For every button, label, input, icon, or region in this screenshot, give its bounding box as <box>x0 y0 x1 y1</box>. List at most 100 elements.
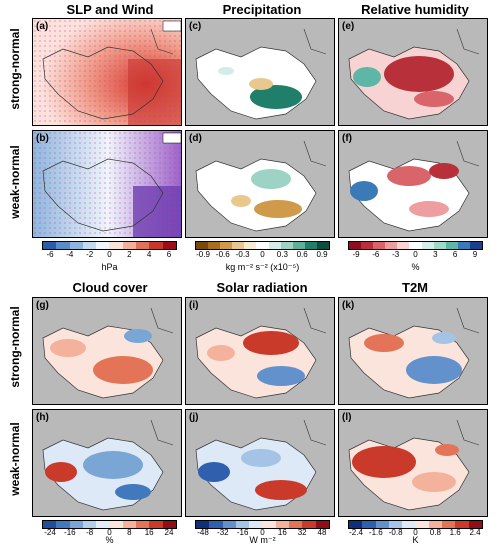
colorbar-segment <box>349 521 363 528</box>
colorbar-tick-label: 0 <box>413 528 418 537</box>
panel-f-rh-weak: (f) <box>338 130 488 238</box>
colorbar-segment <box>262 521 276 528</box>
colorbar-segment <box>162 242 176 249</box>
colorbar-cloud-ticks: -24 -16 -8 0 8 16 24 <box>42 528 177 540</box>
colorbar-tick-label: -4 <box>66 250 74 259</box>
colorbar-tick-label: 48 <box>317 528 327 537</box>
colorbar-segment <box>373 242 386 249</box>
row-label-weak-bottom: weak-normal <box>8 422 22 496</box>
colorbar-segment <box>96 521 110 528</box>
map-slp-strong <box>33 19 181 125</box>
colorbar-segment <box>316 242 330 249</box>
colorbar-segment <box>442 521 456 528</box>
colorbar-tick-label: 3 <box>433 250 438 259</box>
colorbar-segment <box>275 521 290 528</box>
colorbar-tick-label: 9 <box>472 250 478 259</box>
map-cloud-weak <box>42 419 174 511</box>
panel-b-slp-weak: (b) <box>32 130 182 238</box>
colorbar-tick-label: 2.4 <box>469 528 481 537</box>
colorbar-tick-label: -8 <box>86 528 94 537</box>
colorbar-tick-label: 0.9 <box>316 250 328 259</box>
colorbar-tick-label: 0 <box>107 250 112 259</box>
colorbar-t2m-unit: K <box>412 535 419 545</box>
colorbar-segment <box>415 521 429 528</box>
colorbar-segment <box>249 521 263 528</box>
colorbar-tick-label: -48 <box>197 528 209 537</box>
colorbar-rh <box>348 241 483 250</box>
column-title-cloud-cover: Cloud cover <box>72 280 148 295</box>
colorbar-tick-label: 4 <box>146 250 152 259</box>
colorbar-segment <box>109 521 123 528</box>
panel-label: (g) <box>36 300 49 311</box>
colorbar-precip-ticks: -0.9 -0.6 -0.3 0 0.3 0.6 0.9 <box>195 250 330 262</box>
colorbar-t2m <box>348 520 483 529</box>
colorbar-cloud-unit: % <box>105 535 114 545</box>
panel-label: (f) <box>342 133 352 144</box>
map-precip-weak <box>195 140 327 232</box>
colorbar-solar <box>195 520 330 529</box>
colorbar-solar-ticks: -48 -32 -16 0 16 32 48 <box>195 528 330 540</box>
column-title-relative-humidity: Relative humidity <box>361 2 469 17</box>
colorbar-tick-label: 0 <box>413 250 418 259</box>
panel-label: (b) <box>36 133 49 144</box>
colorbar-solar-unit: W m⁻² <box>249 535 276 545</box>
panel-l-t2m-weak: (l) <box>338 409 488 517</box>
colorbar-segment <box>385 242 398 249</box>
map-t2m-weak <box>348 419 480 511</box>
colorbar-segment <box>136 242 150 249</box>
colorbar-segment <box>421 242 434 249</box>
colorbar-tick-label: 0 <box>260 528 265 537</box>
colorbar-tick-label: -1.6 <box>368 528 383 537</box>
colorbar-tick-label: -0.6 <box>215 250 230 259</box>
panel-label: (i) <box>189 300 199 311</box>
colorbar-segment <box>433 242 446 249</box>
colorbar-segment <box>469 242 483 249</box>
map-rh-strong <box>348 28 480 120</box>
colorbar-t2m-ticks: -2.4 -1.6 -0.8 0 0.8 1.6 2.4 <box>348 528 483 540</box>
colorbar-segment <box>96 242 110 249</box>
colorbar-segment <box>388 521 403 528</box>
colorbar-segment <box>69 521 83 528</box>
colorbar-segment <box>235 521 250 528</box>
map-solar-strong <box>195 307 327 399</box>
colorbar-tick-label: 0.3 <box>276 250 288 259</box>
colorbar-segment <box>244 242 257 249</box>
colorbar-segment <box>268 242 281 249</box>
panel-label: (e) <box>342 21 355 32</box>
colorbar-tick-label: -32 <box>217 528 229 537</box>
colorbar-tick-label: -9 <box>352 250 360 259</box>
colorbar-segment <box>82 521 97 528</box>
panel-d-precip-weak: (d) <box>185 130 335 238</box>
colorbar-tick-label: -0.3 <box>235 250 250 259</box>
map-t2m-strong <box>348 307 480 399</box>
colorbar-tick-label: -6 <box>372 250 380 259</box>
colorbar-tick-label: -16 <box>236 528 249 537</box>
panel-a-slp-strong: (a) <box>32 18 182 126</box>
panel-label: (d) <box>189 133 202 144</box>
colorbar-segment <box>304 242 317 249</box>
colorbar-tick-label: -3 <box>392 250 400 259</box>
colorbar-segment <box>69 242 83 249</box>
colorbar-tick-label: 0 <box>107 528 112 537</box>
colorbar-segment <box>232 242 245 249</box>
panel-c-precip-strong: (c) <box>185 18 335 126</box>
colorbar-segment <box>196 242 209 249</box>
colorbar-tick-label: 8 <box>127 528 132 537</box>
colorbar-segment <box>397 242 410 249</box>
row-label-weak-top: weak-normal <box>8 145 22 219</box>
map-precip-strong <box>195 28 327 120</box>
colorbar-tick-label: 1.6 <box>449 528 461 537</box>
panel-j-solar-weak: (j) <box>185 409 335 517</box>
colorbar-rh-unit: % <box>411 262 420 272</box>
map-rh-weak <box>348 140 480 232</box>
colorbar-segment <box>361 242 374 249</box>
colorbar-segment <box>56 242 70 249</box>
panel-label: (k) <box>342 300 355 311</box>
colorbar-segment <box>43 242 57 249</box>
colorbar-tick-label: 24 <box>164 528 174 537</box>
row-label-strong-top: strong-normal <box>8 28 22 110</box>
colorbar-segment <box>109 242 123 249</box>
colorbar-rh-ticks: -9 -6 -3 0 3 6 9 <box>348 250 483 262</box>
colorbar-tick-label: 6 <box>166 250 172 259</box>
colorbar-segment <box>315 521 329 528</box>
